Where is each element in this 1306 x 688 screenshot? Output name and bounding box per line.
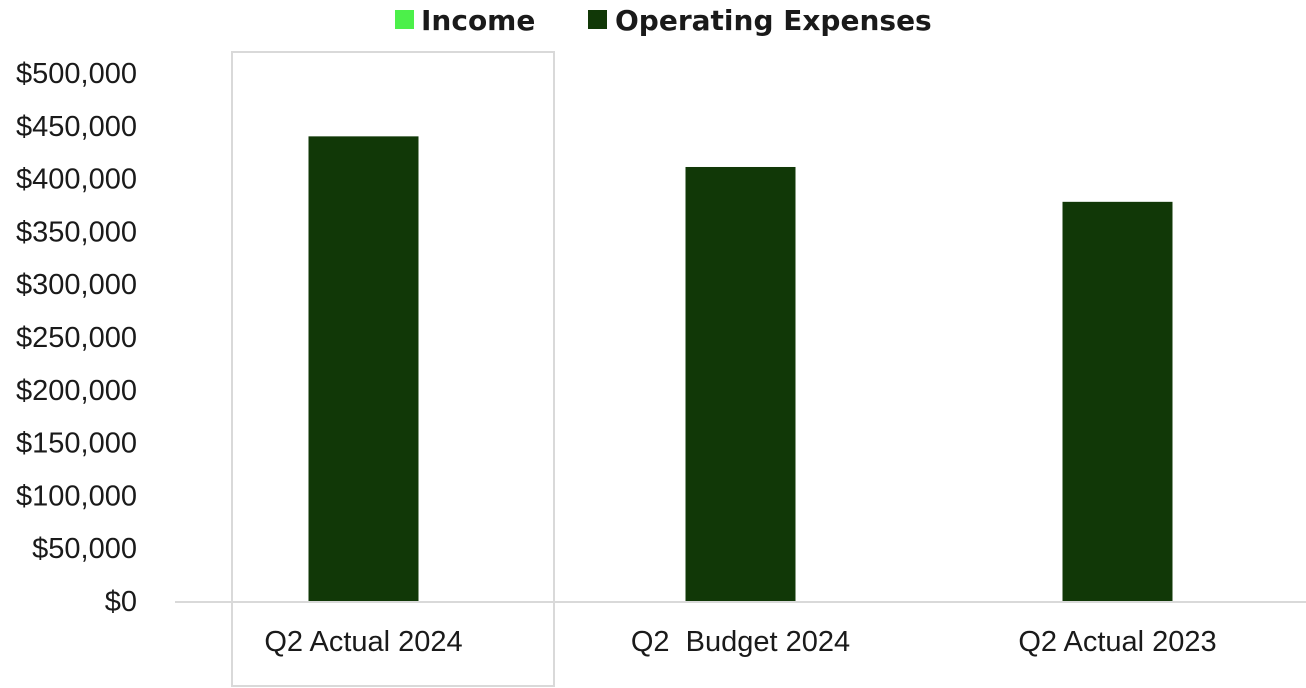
y-tick-label: $300,000 <box>16 269 137 301</box>
legend-swatch-income <box>395 10 414 29</box>
y-tick-label: $50,000 <box>32 533 137 565</box>
bar-operating-expenses[interactable] <box>685 166 796 601</box>
y-tick-label: $150,000 <box>16 428 137 460</box>
y-tick-label: $0 <box>105 586 137 618</box>
category-label: Q2 Budget 2024 <box>631 626 850 658</box>
legend: Income Operating Expenses <box>395 4 932 37</box>
legend-label-operating-expenses: Operating Expenses <box>615 4 932 37</box>
y-tick-label: $350,000 <box>16 216 137 248</box>
y-axis-ticks: $0 $50,000 $100,000 $150,000 $200,000 $250,00… <box>16 58 137 618</box>
category-label: Q2 Actual 2023 <box>1018 626 1216 658</box>
y-tick-label: $500,000 <box>16 58 137 90</box>
selected-category-frame[interactable] <box>231 51 555 687</box>
y-tick-label: $200,000 <box>16 375 137 407</box>
y-tick-label: $250,000 <box>16 322 137 354</box>
category-label: Q2 Actual 2024 <box>264 626 462 658</box>
y-tick-label: $400,000 <box>16 164 137 196</box>
y-tick-label: $100,000 <box>16 480 137 512</box>
legend-swatch-operating-expenses <box>588 10 607 29</box>
y-tick-label: $450,000 <box>16 111 137 143</box>
bars <box>308 136 1173 602</box>
legend-label-income: Income <box>421 4 535 37</box>
bar-operating-expenses[interactable] <box>308 136 419 602</box>
category-labels: Q2 Actual 2024 Q2 Budget 2024 Q2 Actual 20… <box>264 626 1216 658</box>
bar-operating-expenses[interactable] <box>1062 201 1173 601</box>
